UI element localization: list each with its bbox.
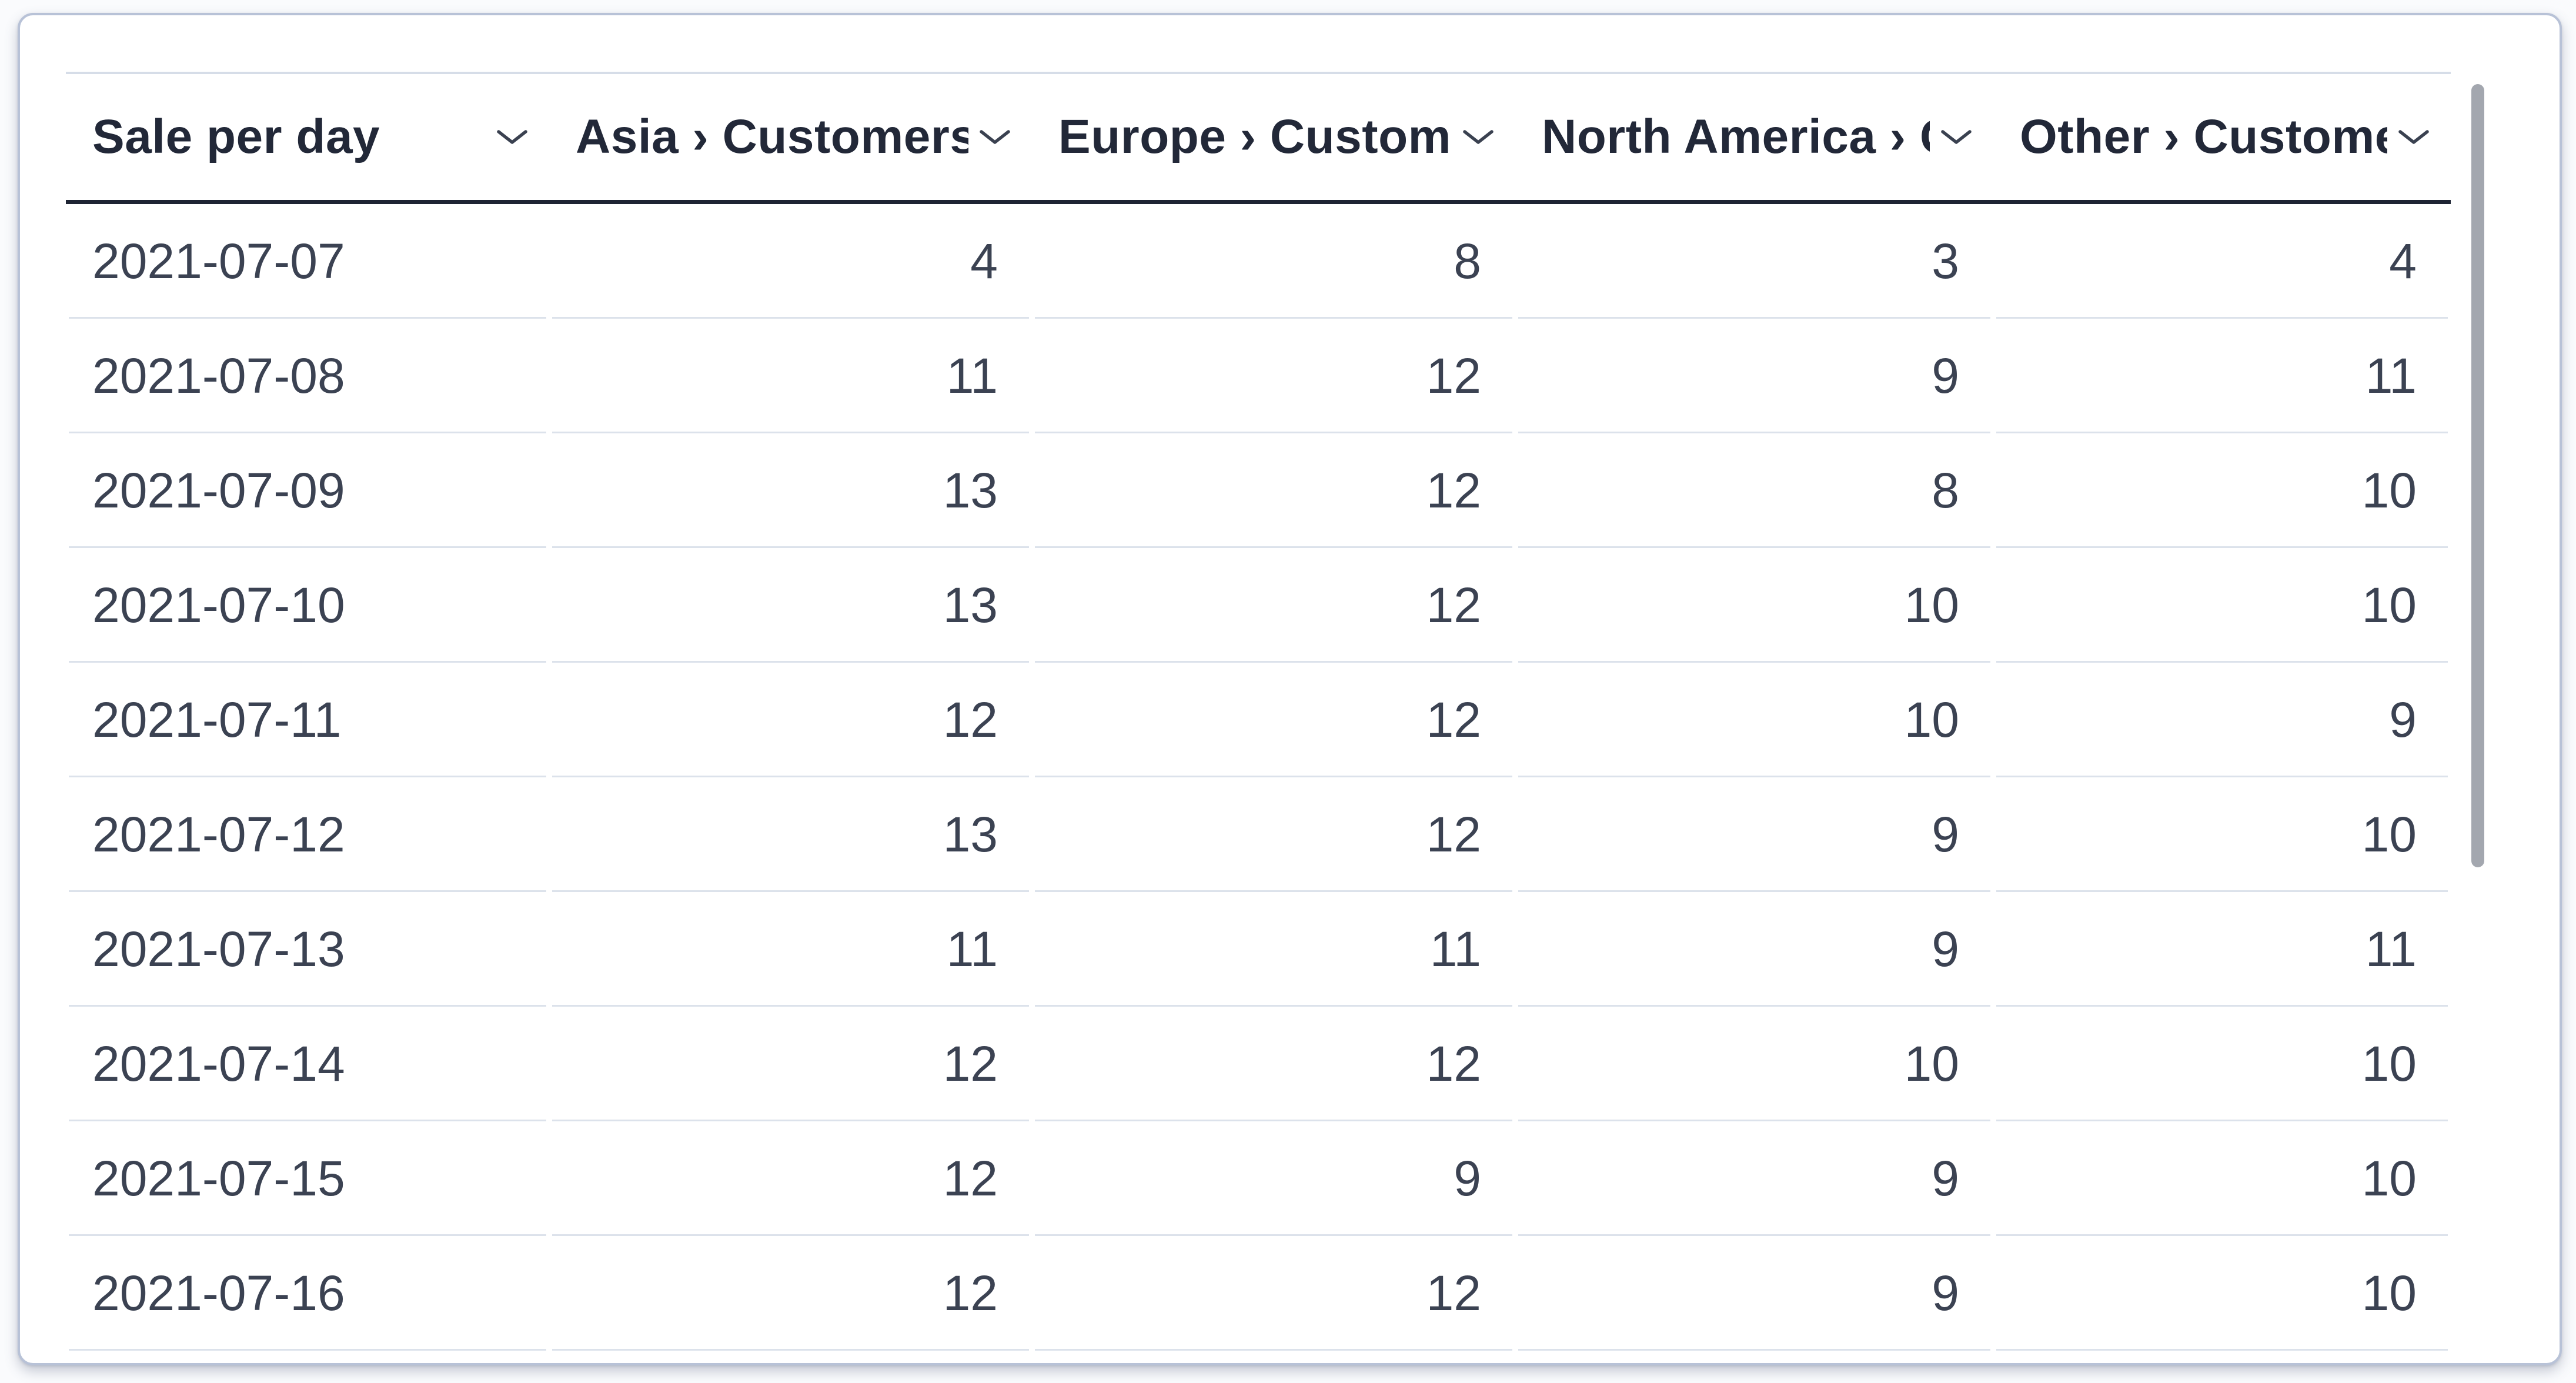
- cell-date[interactable]: 2021-07-07: [66, 204, 549, 319]
- table-row: 2021-07-13 11 11 9 11: [66, 892, 2451, 1007]
- column-header-europe-customers[interactable]: Europe › Customers: [1032, 74, 1515, 200]
- cell-asia[interactable]: 12: [549, 663, 1032, 777]
- table-row: 2021-07-09 13 12 8 10: [66, 433, 2451, 548]
- cell-asia[interactable]: 11: [549, 319, 1032, 433]
- cell-other[interactable]: 11: [1993, 892, 2451, 1007]
- cell-date[interactable]: 2021-07-10: [66, 548, 549, 663]
- cell-north-america[interactable]: 8: [1515, 433, 1993, 548]
- cell-europe[interactable]: 12: [1032, 433, 1515, 548]
- column-header-label: Europe › Customers: [1058, 110, 1452, 163]
- column-header-sale-per-day[interactable]: Sale per day: [66, 74, 549, 200]
- cell-other[interactable]: 10: [1993, 1121, 2451, 1236]
- vertical-scrollbar-thumb[interactable]: [2471, 84, 2484, 867]
- cell-asia[interactable]: 13: [549, 548, 1032, 663]
- table-card: Sale per day Asia › Customers Europe › C…: [18, 13, 2562, 1365]
- column-header-asia-customers[interactable]: Asia › Customers: [549, 74, 1032, 200]
- cell-date[interactable]: 2021-07-11: [66, 663, 549, 777]
- cell-europe[interactable]: 12: [1032, 663, 1515, 777]
- cell-other[interactable]: 4: [1993, 204, 2451, 319]
- cell-asia[interactable]: 12: [549, 1007, 1032, 1121]
- cell-north-america[interactable]: 10: [1515, 1007, 1993, 1121]
- cell-europe[interactable]: 12: [1032, 1236, 1515, 1351]
- cell-europe[interactable]: 9: [1032, 1121, 1515, 1236]
- cell-north-america[interactable]: 9: [1515, 892, 1993, 1007]
- chevron-down-icon[interactable]: [1940, 128, 1972, 146]
- table-row: 2021-07-08 11 12 9 11: [66, 319, 2451, 433]
- table-top-border: [66, 72, 2451, 74]
- cell-north-america[interactable]: 9: [1515, 1236, 1993, 1351]
- cell-europe[interactable]: 12: [1032, 319, 1515, 433]
- cell-north-america[interactable]: 9: [1515, 1121, 1993, 1236]
- cell-europe[interactable]: 12: [1032, 548, 1515, 663]
- table-row: 2021-07-14 12 12 10 10: [66, 1007, 2451, 1121]
- table-row: 2021-07-10 13 12 10 10: [66, 548, 2451, 663]
- chevron-down-icon[interactable]: [2398, 128, 2430, 146]
- chevron-down-icon[interactable]: [979, 128, 1011, 146]
- column-header-north-america-customers[interactable]: North America › Customers: [1515, 74, 1993, 200]
- table-row: 2021-07-07 4 8 3 4: [66, 204, 2451, 319]
- column-header-label: Asia › Customers: [576, 110, 968, 163]
- cell-date[interactable]: 2021-07-14: [66, 1007, 549, 1121]
- column-header-label: North America › Customers: [1542, 110, 1930, 163]
- table-body: 2021-07-07 4 8 3 4 2021-07-08 11 12 9 11…: [66, 204, 2451, 1351]
- cell-asia[interactable]: 12: [549, 1121, 1032, 1236]
- cell-date[interactable]: 2021-07-16: [66, 1236, 549, 1351]
- table-row: 2021-07-16 12 12 9 10: [66, 1236, 2451, 1351]
- cell-asia[interactable]: 13: [549, 777, 1032, 892]
- cell-other[interactable]: 10: [1993, 433, 2451, 548]
- cell-date[interactable]: 2021-07-13: [66, 892, 549, 1007]
- cell-date[interactable]: 2021-07-15: [66, 1121, 549, 1236]
- chevron-down-icon[interactable]: [496, 128, 528, 146]
- column-header-label: Other › Customers: [2020, 110, 2387, 163]
- cell-date[interactable]: 2021-07-09: [66, 433, 549, 548]
- table-row: 2021-07-12 13 12 9 10: [66, 777, 2451, 892]
- cell-europe[interactable]: 12: [1032, 777, 1515, 892]
- table-row: 2021-07-11 12 12 10 9: [66, 663, 2451, 777]
- cell-north-america[interactable]: 9: [1515, 319, 1993, 433]
- column-header-label: Sale per day: [92, 110, 380, 163]
- chevron-down-icon[interactable]: [1462, 128, 1494, 146]
- cell-asia[interactable]: 13: [549, 433, 1032, 548]
- cell-europe[interactable]: 11: [1032, 892, 1515, 1007]
- cell-date[interactable]: 2021-07-08: [66, 319, 549, 433]
- cell-north-america[interactable]: 9: [1515, 777, 1993, 892]
- cell-other[interactable]: 10: [1993, 548, 2451, 663]
- sales-table: Sale per day Asia › Customers Europe › C…: [66, 72, 2451, 1351]
- cell-europe[interactable]: 8: [1032, 204, 1515, 319]
- cell-other[interactable]: 9: [1993, 663, 2451, 777]
- cell-north-america[interactable]: 10: [1515, 663, 1993, 777]
- table-header-row: Sale per day Asia › Customers Europe › C…: [66, 74, 2451, 204]
- cell-asia[interactable]: 4: [549, 204, 1032, 319]
- cell-other[interactable]: 10: [1993, 1007, 2451, 1121]
- cell-other[interactable]: 10: [1993, 777, 2451, 892]
- cell-north-america[interactable]: 3: [1515, 204, 1993, 319]
- cell-asia[interactable]: 12: [549, 1236, 1032, 1351]
- cell-other[interactable]: 10: [1993, 1236, 2451, 1351]
- cell-europe[interactable]: 12: [1032, 1007, 1515, 1121]
- cell-date[interactable]: 2021-07-12: [66, 777, 549, 892]
- table-row: 2021-07-15 12 9 9 10: [66, 1121, 2451, 1236]
- cell-asia[interactable]: 11: [549, 892, 1032, 1007]
- column-header-other-customers[interactable]: Other › Customers: [1993, 74, 2451, 200]
- cell-north-america[interactable]: 10: [1515, 548, 1993, 663]
- cell-other[interactable]: 11: [1993, 319, 2451, 433]
